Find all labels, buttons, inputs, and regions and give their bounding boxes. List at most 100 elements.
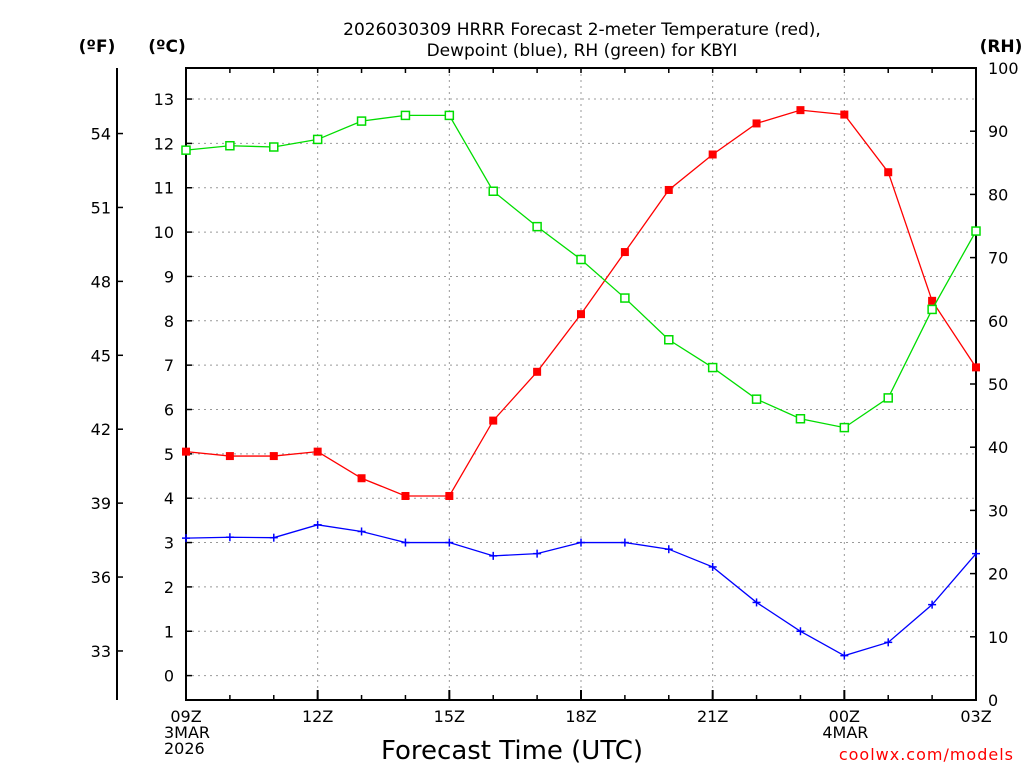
rh-tick-label: 90 [988,122,1008,141]
temperature-point [928,296,937,305]
rh-point [664,335,674,345]
dewpoint-point [796,627,805,636]
temperature-point [533,367,542,376]
temperature-point [577,310,585,319]
celsius-tick-label: 8 [164,312,174,331]
temperature-point [357,474,366,483]
fahrenheit-tick-label: 36 [91,568,111,587]
dewpoint-point [225,533,234,542]
fahrenheit-tick-label: 45 [91,346,111,365]
rh-tick-label: 100 [988,59,1019,78]
rh-unit-label: (RH) [980,37,1023,57]
rh-point [751,394,762,404]
chart-title-line-2: Dewpoint (blue), RH (green) for KBYI [427,41,738,61]
grid-lines [186,68,976,700]
rh-tick-label: 40 [988,438,1008,457]
rh-tick-label: 70 [988,249,1008,268]
celsius-tick-label: 3 [164,534,174,553]
celsius-tick-label: 12 [154,134,174,153]
fahrenheit-tick-label: 48 [91,272,111,291]
celsius-tick-label: 2 [164,578,174,597]
rh-point [927,304,937,315]
celsius-tick-label: 11 [154,179,174,198]
rh-tick-label: 50 [988,375,1008,394]
dewpoint-point [752,598,761,607]
x-tick-label: 12Z [302,707,333,726]
fahrenheit-tick-label: 54 [91,125,111,144]
rh-point [707,362,718,373]
x-axis-title: Forecast Time (UTC) [381,736,643,766]
rh-point [400,110,411,121]
temperature-point [269,452,278,461]
celsius-tick-label: 10 [154,223,174,242]
temperature-point [972,363,980,372]
dewpoint-point [269,533,278,542]
temperature-point [752,119,761,128]
dewpoint-point [928,600,937,609]
axes: 3336394245485154012345678910111213010203… [91,59,1019,758]
celsius-tick-label: 0 [164,667,174,686]
rh-tick-label: 30 [988,501,1008,520]
x-tick-date-label: 4MAR [822,723,868,742]
rh-point [356,116,367,126]
celsius-tick-label: 5 [164,445,174,464]
dewpoint-point [708,562,717,571]
x-tick-label: 00Z [829,707,860,726]
temperature-point [840,110,849,119]
celsius-tick-label: 4 [164,489,174,508]
chart-title-line-1: 2026030309 HRRR Forecast 2-meter Tempera… [343,20,821,40]
dewpoint-point [182,534,190,543]
rh-point [883,393,893,403]
rh-point [312,134,323,145]
temperature-point [225,452,234,461]
x-tick-date-label: 3MAR [164,723,210,742]
fahrenheit-unit-label: (ºF) [79,37,116,57]
celsius-tick-label: 6 [164,401,174,420]
rh-point [576,254,586,265]
dewpoint-point [620,538,629,547]
dewpoint-point [577,538,585,547]
celsius-tick-label: 13 [154,90,174,109]
rh-point [444,110,455,121]
rh-point [181,145,191,155]
x-tick-label: 18Z [565,707,596,726]
rh-point [795,414,806,424]
rh-point [620,293,630,303]
dewpoint-point [401,538,410,547]
rh-tick-label: 60 [988,312,1008,331]
celsius-tick-label: 7 [164,356,174,375]
temperature-point [313,447,322,456]
temperature-point [708,150,717,159]
temperature-point [401,491,410,500]
fahrenheit-tick-label: 39 [91,494,111,513]
rh-point [488,186,498,196]
fahrenheit-tick-label: 33 [91,642,111,661]
source-credit: coolwx.com/models [839,745,1014,764]
temperature-point [664,185,673,194]
dewpoint-point [533,549,542,558]
fahrenheit-tick-label: 42 [91,420,111,439]
rh-tick-label: 10 [988,628,1008,647]
fahrenheit-tick-label: 51 [91,198,111,217]
x-tick-date-label: 2026 [164,739,205,758]
rh-tick-label: 20 [988,565,1008,584]
x-tick-label: 03Z [960,707,991,726]
rh-point [269,142,279,152]
dewpoint-point [840,651,849,660]
rh-point [532,221,542,232]
x-tick-label: 15Z [434,707,465,726]
x-tick-label: 09Z [170,707,201,726]
rh-point [839,422,850,433]
x-tick-label: 21Z [697,707,728,726]
celsius-tick-label: 9 [164,267,174,286]
data-series [181,106,981,660]
rh-tick-label: 0 [988,691,998,710]
celsius-unit-label: (ºC) [148,37,186,57]
celsius-tick-label: 1 [164,622,174,641]
dewpoint-point [445,538,454,547]
rh-tick-label: 80 [988,185,1008,204]
dewpoint-point [884,638,893,647]
dewpoint-point [489,551,498,560]
rh-point [971,226,981,236]
